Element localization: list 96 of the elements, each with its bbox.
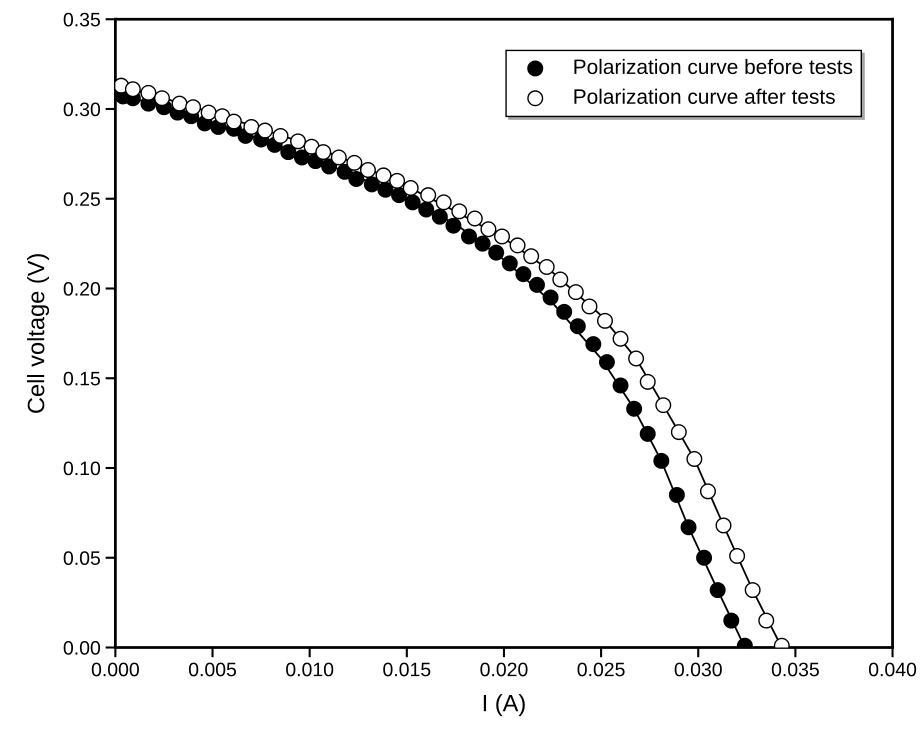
x-tick-label: 0.015 [383,662,430,676]
point [710,582,726,598]
point [480,221,496,238]
point [655,397,672,414]
point [346,154,362,171]
point [612,330,629,347]
point [653,452,670,469]
point [466,210,483,226]
point [200,104,217,121]
x-tick-label: 0.030 [674,662,722,676]
point [729,548,746,564]
y-axis-title: Cell voltage (V) [27,254,50,413]
point [515,266,532,282]
point [376,167,392,184]
x-tick-label: 0.010 [286,662,334,676]
point [402,180,419,196]
point [360,162,376,178]
point [538,258,555,275]
point [389,172,406,189]
point [700,483,716,500]
point [494,228,510,244]
point [686,451,702,467]
point [716,517,732,534]
point [445,218,462,234]
point [294,149,310,166]
point [140,84,156,101]
point [432,208,448,225]
x-tick-label: 0.025 [578,662,625,676]
x-tick-label: 0.020 [480,662,528,676]
point [280,144,296,160]
point [364,176,380,192]
point [451,203,468,220]
point [668,486,685,503]
point [172,96,188,112]
point [315,144,332,160]
point [488,244,504,261]
point [570,318,586,334]
point [612,377,629,394]
y-tick-label: 0.00 [64,640,100,655]
point [391,187,408,204]
point [404,194,421,210]
point [154,90,170,106]
point [556,304,572,320]
point [474,236,491,252]
y-tick-label: 0.25 [64,192,100,206]
point [418,202,434,218]
y-tick-label: 0.05 [64,551,100,565]
y-tick-label: 0.10 [64,461,100,476]
point [243,118,260,135]
point [597,312,613,329]
point [348,171,364,187]
point [723,612,740,629]
y-tick-label: 0.30 [64,102,100,116]
point [420,187,436,204]
legend-label: Polarization curve before tests [574,58,852,74]
point [598,354,615,370]
y-tick-label: 0.20 [64,282,100,296]
point [257,122,273,139]
point [568,284,584,300]
point [502,255,518,272]
point [226,114,242,130]
point [330,149,347,166]
point [436,194,452,210]
x-tick-label: 0.040 [868,662,916,676]
point [585,336,602,352]
x-tick-label: 0.005 [188,662,236,676]
legend-label: Polarization curve after tests [574,88,835,104]
x-axis-title: I (A) [484,694,525,716]
point [628,350,644,366]
point [758,612,774,629]
point [680,519,697,536]
y-tick-label: 0.15 [64,372,100,386]
point [510,237,526,254]
point [640,426,656,442]
point [124,81,141,98]
point [272,128,288,144]
point [523,248,540,264]
point [542,289,559,306]
point [214,108,230,124]
y-tick-label: 0.35 [64,12,100,26]
point [461,228,477,244]
point [744,582,761,598]
point [185,99,202,116]
point [581,298,598,314]
point [290,133,306,150]
x-tick-label: 0.000 [92,662,139,676]
point [626,400,642,417]
point [640,374,656,390]
point [304,138,320,155]
point [529,276,545,293]
point [696,550,712,566]
point [670,424,687,440]
x-tick-label: 0.035 [772,662,819,676]
point [321,158,338,174]
point [552,272,568,288]
point [377,182,394,198]
